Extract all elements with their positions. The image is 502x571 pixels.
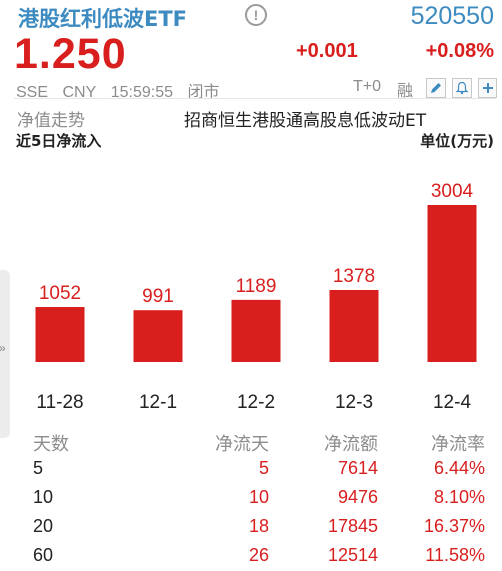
category-label: 12-1 [139, 392, 177, 413]
currency-label: CNY [62, 84, 97, 101]
bar-12-2 [231, 299, 281, 362]
price-change: +0.001 [296, 40, 358, 62]
alert-bell-icon [455, 81, 469, 95]
table-cell: 20 [33, 516, 54, 536]
add-watchlist-button[interactable] [478, 78, 497, 98]
exchange-label: SSE [16, 84, 49, 101]
table-header-inflow-days: 净流天 [215, 434, 269, 455]
table-cell: 10 [248, 487, 269, 507]
table-header-net-rate: 净流率 [431, 434, 485, 455]
bar-12-1 [133, 310, 183, 362]
table-cell: 17845 [327, 516, 378, 536]
tab-nav-trend[interactable]: 净值走势 [17, 111, 85, 131]
bar-value-label: 1052 [39, 283, 81, 304]
bar-value-label: 991 [142, 286, 174, 307]
fund-full-name: 招商恒生港股通高股息低波动ET [184, 111, 427, 131]
table-cell: 11.58% [425, 545, 485, 565]
category-label: 12-2 [237, 392, 275, 413]
side-panel-handle[interactable] [0, 270, 10, 438]
category-label: 11-28 [36, 392, 83, 413]
table-cell: 5 [33, 458, 44, 478]
fund-code: 520550 [410, 2, 494, 30]
table-header-days: 天数 [33, 434, 69, 455]
bar-value-label: 3004 [431, 181, 474, 202]
table-cell: 10 [33, 487, 54, 507]
price-change-percent: +0.08% [425, 40, 494, 62]
category-label: 12-4 [433, 392, 471, 413]
table-cell: 9476 [337, 487, 378, 507]
table-cell: 12514 [327, 545, 378, 565]
quote-meta-row: SSE CNY 15:59:55 闭市 [16, 78, 229, 102]
last-price: 1.250 [14, 30, 127, 78]
table-cell: 18 [248, 516, 269, 536]
table-cell: 5 [258, 458, 269, 478]
category-label: 12-3 [335, 392, 373, 413]
expand-arrow-icon[interactable]: » [0, 341, 6, 355]
trade-mode-badge: T+0 [353, 78, 382, 95]
table-cell: 16.37% [423, 516, 485, 536]
header-divider [14, 98, 496, 99]
flow-section-title: 近5日净流入 [16, 132, 102, 150]
flow-unit-label: 单位(万元) [420, 132, 494, 150]
table-cell: 7614 [337, 458, 378, 478]
price-alert-button[interactable] [452, 78, 472, 98]
table-cell: 8.10% [433, 487, 485, 507]
fund-name: 港股红利低波ETF [18, 7, 188, 31]
table-cell: 6.44% [433, 458, 485, 478]
edit-icon [431, 83, 441, 93]
add-icon [482, 83, 493, 93]
table-header-net-amount: 净流额 [324, 434, 378, 455]
bar-12-4 [427, 205, 477, 362]
margin-flag-badge: 融 [397, 81, 414, 100]
info-icon[interactable]: ! [245, 4, 267, 26]
edit-button[interactable] [426, 78, 446, 98]
market-status: 闭市 [187, 82, 220, 101]
bar-value-label: 1378 [333, 266, 375, 287]
bar-11-28 [35, 307, 85, 362]
net-inflow-chart: 1052 11-28 991 12-1 1189 12-2 1378 12-3 3004 12-4 [35, 181, 477, 413]
bar-12-3 [329, 289, 379, 362]
quote-time: 15:59:55 [110, 84, 173, 101]
bar-value-label: 1189 [236, 276, 277, 297]
table-cell: 26 [248, 545, 269, 565]
table-cell: 60 [33, 545, 54, 565]
